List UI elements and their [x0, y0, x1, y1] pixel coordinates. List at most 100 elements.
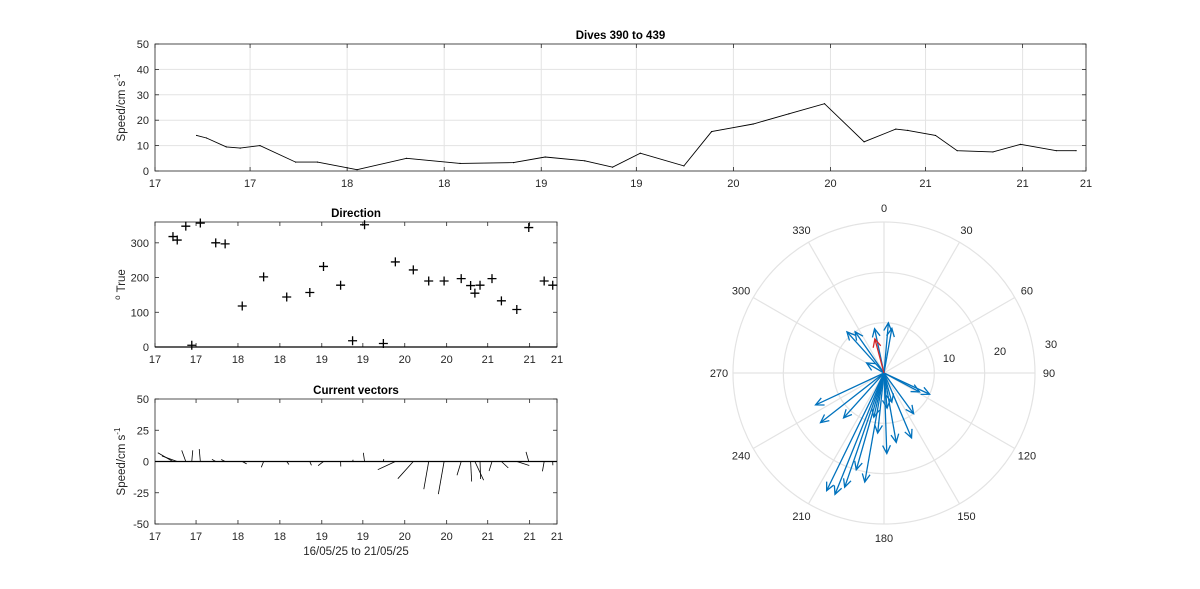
compass-vector-shaft	[815, 372, 885, 406]
x-tick-label: 18	[341, 178, 353, 190]
compass-vector-head	[865, 362, 876, 371]
y-tick-label: 30	[137, 90, 149, 102]
current-vector	[260, 461, 264, 468]
y-tick-label: -50	[133, 519, 149, 531]
current-vector	[397, 461, 414, 479]
direction-point	[305, 287, 315, 297]
compass-vector	[883, 326, 895, 374]
chart-title: Current vectors	[313, 385, 399, 397]
compass-vector-shaft	[864, 372, 885, 483]
x-tick-label: 21	[524, 531, 536, 543]
compass-vector-shaft	[883, 328, 893, 374]
current-vector	[309, 461, 312, 466]
theta-tick-label: 240	[732, 451, 750, 463]
y-tick-label: 50	[137, 394, 149, 406]
compass-vector	[883, 372, 921, 393]
compass-vector	[854, 372, 885, 472]
r-tick-label: 20	[994, 346, 1006, 358]
compass-vector-head	[885, 393, 895, 404]
current-vector	[317, 461, 324, 467]
speed-point	[405, 157, 408, 159]
y-tick-label: 20	[137, 115, 149, 127]
compass-vector-shaft	[883, 322, 890, 374]
x-tick-label: 21	[1080, 178, 1092, 190]
direction-point	[548, 280, 558, 290]
x-tick-label: 19	[316, 531, 328, 543]
compass-vector-head	[890, 433, 900, 444]
speed-point	[611, 166, 614, 168]
compass-vector-head	[886, 326, 895, 338]
speed-point	[823, 103, 826, 105]
direction-point	[512, 305, 522, 314]
plot-area	[155, 44, 1086, 171]
compass-vector	[871, 372, 885, 419]
speed-point	[788, 113, 790, 115]
compass-vector-head	[882, 444, 892, 455]
y-tick-label: 40	[137, 64, 149, 76]
theta-tick-label: 120	[1018, 451, 1036, 463]
x-tick-label: 19	[630, 178, 642, 190]
current-vector	[437, 461, 445, 495]
compass-vector-shaft	[883, 372, 893, 403]
speed-point	[316, 161, 319, 163]
x-tick-label: 19	[357, 531, 369, 543]
x-tick-label: 20	[727, 178, 739, 190]
y-tick-label: 25	[137, 425, 149, 437]
compass-vector	[882, 372, 892, 455]
compass-vector-latest	[872, 337, 885, 374]
compass-vector-head	[905, 404, 915, 415]
x-tick-label: 21	[524, 354, 536, 366]
speed-point	[1075, 150, 1077, 152]
speed-point	[584, 160, 586, 162]
speed-point	[992, 151, 994, 153]
theta-tick-label: 60	[1021, 286, 1033, 298]
speed-point	[639, 152, 641, 154]
polar-spoke	[883, 296, 1016, 374]
speed-point	[459, 162, 461, 164]
x-tick-label: 17	[149, 531, 161, 543]
speed-point	[356, 169, 358, 171]
compass-vector	[845, 330, 885, 374]
x-tick-label: 21	[551, 531, 563, 543]
direction-panel: 17 17 18 18 19 19 20 20 21 21 21 0 100 200 300 Directio…	[113, 208, 563, 366]
y-axis-label-sup: -1	[113, 73, 122, 81]
current-vector	[474, 461, 484, 481]
compass-vector-shaft	[883, 372, 897, 443]
speed-point	[259, 145, 261, 147]
x-tick-label: 20	[441, 354, 453, 366]
y-tick-label: 300	[131, 238, 149, 250]
compass-vector-shaft	[846, 331, 885, 374]
current-vector	[286, 461, 290, 465]
direction-point	[470, 288, 480, 298]
current-vector	[542, 461, 545, 472]
speed-point	[512, 162, 515, 164]
y-axis-label-main: Speed/cm s	[116, 80, 128, 141]
current-vector	[221, 459, 226, 462]
speed-point	[544, 156, 546, 158]
speed-point	[934, 134, 937, 137]
compass-vector	[842, 372, 885, 489]
speed-point	[205, 137, 208, 139]
plot-area	[155, 222, 557, 347]
compass-vector	[881, 372, 891, 410]
current-vector	[198, 449, 201, 462]
theta-tick-label: 210	[792, 511, 810, 523]
x-tick-label: 20	[399, 531, 411, 543]
x-tick-label: 18	[274, 531, 286, 543]
compass-vector-head	[854, 460, 863, 472]
x-tick-label: 17	[190, 354, 202, 366]
polar-spoke	[752, 372, 885, 450]
direction-point	[496, 296, 506, 306]
y-axis-label: Speed/cm s-1	[113, 73, 128, 141]
direction-point	[318, 261, 328, 271]
direction-point	[475, 280, 485, 290]
compass-vector-shaft	[844, 372, 885, 488]
current-vector	[181, 450, 187, 462]
compass-vector-shaft	[883, 372, 888, 409]
x-tick-label: 18	[438, 178, 450, 190]
y-axis-label: Speed/cm s-1	[113, 427, 128, 495]
speed-point	[895, 128, 897, 130]
compass-vector-head	[825, 481, 835, 492]
compass-vector	[814, 372, 885, 406]
